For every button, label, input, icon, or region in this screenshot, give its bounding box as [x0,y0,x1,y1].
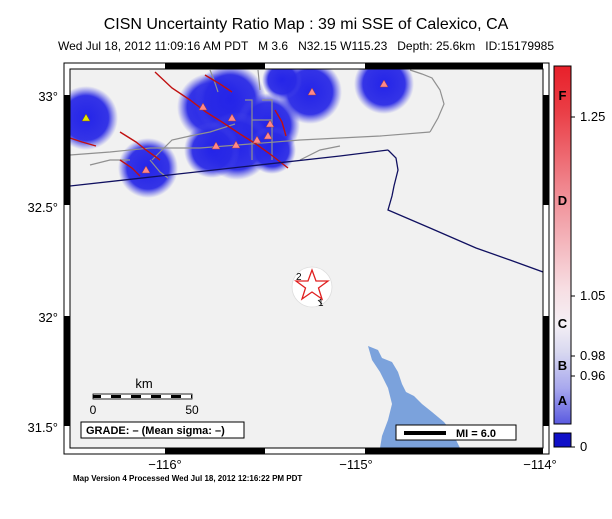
grade-letter-f: F [559,88,567,103]
lat-label-32: 32° [38,310,58,325]
grade-letter-c: C [558,316,568,331]
grade-letter-d: D [558,193,567,208]
epicenter-star-icon [294,268,330,301]
colorbar-min-box [553,432,572,448]
lon-label-114: −114° [523,457,557,472]
lon-label-115: −115° [339,457,373,472]
grade-box: GRADE: – (Mean sigma: –) [80,421,245,439]
roads [70,69,445,179]
map-title: CISN Uncertainty Ratio Map : 39 mi SSE o… [103,16,509,33]
scale-start: 0 [90,403,97,417]
colorbar-value-0-96: 0.96 [580,368,605,383]
epicenter: 2 1 [291,266,333,309]
colorbar: F D C B A 1.25 1.05 0.98 0.96 0 [553,65,605,454]
lat-label-31-5: 31.5° [27,420,58,435]
mi-legend: MI = 6.0 [395,424,517,441]
lat-label-32-5: 32.5° [27,200,58,215]
map-canvas: 2 1 [70,69,543,448]
longitude-labels: −116° −115° −114° [148,457,557,472]
event-info: Wed Jul 18, 2012 11:09:16 AM PDT M 3.6 N… [57,39,555,53]
lon-label-116: −116° [148,457,182,472]
colorbar-value-1-05: 1.05 [580,288,605,303]
colorbar-value-0: 0 [580,439,587,454]
land-area [70,69,543,448]
scale-bar: km 0 50 [90,376,199,417]
gulf-water [368,346,460,448]
grade-letter-b: B [558,358,567,373]
scale-end: 50 [185,403,199,417]
grade-text: GRADE: – (Mean sigma: –) [86,425,225,437]
colorbar-value-0-98: 0.98 [580,348,605,363]
colorbar-value-1-25: 1.25 [580,109,605,124]
station-label-2: 2 [296,272,302,283]
grade-letter-a: A [558,393,568,408]
map-frame [63,62,550,455]
map-version-footer: Map Version 4 Processed Wed Jul 18, 2012… [73,474,303,483]
lat-label-33: 33° [38,89,58,104]
latitude-labels: 33° 32.5° 32° 31.5° [27,89,58,435]
scale-unit: km [135,376,152,391]
borders [70,149,543,273]
mi-legend-text: MI = 6.0 [456,428,496,440]
stations [81,79,389,174]
faults [70,71,289,177]
